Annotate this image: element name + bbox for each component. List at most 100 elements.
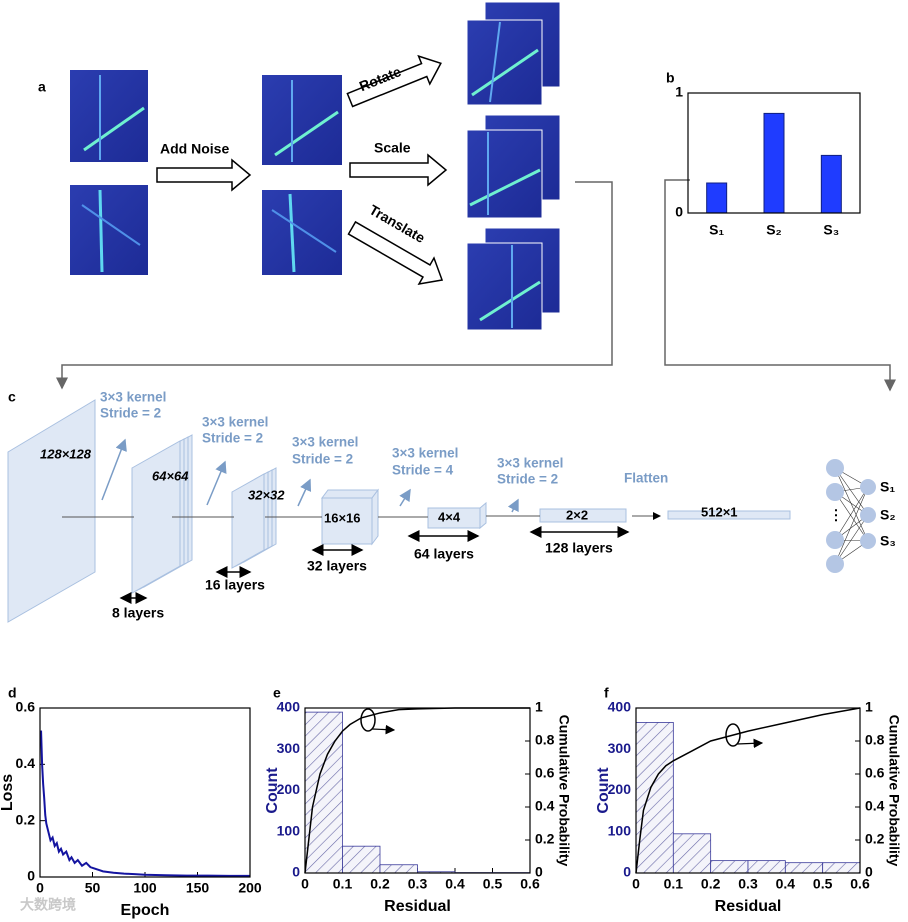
x-tick-label: 200: [238, 880, 262, 896]
bar: [763, 112, 785, 214]
plot-frame: [635, 707, 861, 874]
histogram-bar: [304, 711, 343, 874]
image: [262, 75, 342, 165]
panel-label: c: [8, 389, 16, 405]
x-tick-label: 0.5: [813, 876, 833, 892]
plot-frame: [304, 707, 531, 874]
y-tick-label: 0.2: [16, 811, 36, 827]
line: [40, 730, 250, 877]
y-tick-label: 300: [277, 740, 301, 756]
histogram-bar: [822, 862, 861, 874]
cumulative-line: [635, 707, 861, 874]
connector: [56, 181, 613, 390]
output-label: S₃: [880, 533, 896, 549]
layer-stack: [231, 467, 277, 569]
x-tick-label: 0.2: [370, 876, 390, 892]
annotation: [725, 723, 741, 747]
image-feature: [288, 193, 296, 273]
y-tick-label: 1: [675, 84, 683, 100]
output-label: S₂: [880, 507, 896, 523]
x-tick-label: 50: [85, 880, 101, 896]
stride-label: Stride = 4: [392, 463, 454, 478]
x-tick-label: 0.3: [738, 876, 758, 892]
size-label: 64×64: [152, 468, 189, 483]
plot-frame: [687, 92, 861, 214]
arrow: [346, 54, 442, 108]
kernel-arrow: [101, 438, 519, 513]
y-tick-label: 400: [277, 699, 301, 715]
y2-tick-label: 0.6: [535, 765, 555, 781]
layers-label: 128 layers: [545, 540, 613, 556]
size-label: 4×4: [438, 509, 461, 524]
layers-label: 64 layers: [414, 546, 474, 562]
y-tick-label: 0: [623, 864, 631, 880]
size-label: 512×1: [701, 504, 738, 519]
y2-tick-label: 0.4: [865, 798, 885, 814]
size-label: 32×32: [248, 487, 285, 502]
y-tick-label: 100: [277, 822, 301, 838]
plot-frame: [39, 707, 251, 878]
y-axis-label: Count: [264, 767, 281, 814]
kernel-label: 3×3 kernel: [100, 390, 166, 405]
histogram-bar: [747, 860, 786, 874]
stride-label: Stride = 2: [497, 472, 558, 487]
x-tick-label: 0.1: [333, 876, 353, 892]
y-tick-label: 300: [608, 740, 632, 756]
layers-label: 8 layers: [112, 605, 164, 621]
panel-a: a Add Noise Rotate: [38, 1, 561, 331]
x-tick-label: 150: [186, 880, 210, 896]
y-tick-label: 0: [292, 864, 300, 880]
connector: [664, 179, 896, 392]
y-tick-label: 0: [675, 204, 683, 220]
arrow: [349, 153, 448, 187]
output-label: S₁: [880, 479, 895, 495]
y-tick-label: 100: [608, 822, 632, 838]
y-tick-label: 200: [277, 781, 301, 797]
layers-label: 16 layers: [205, 577, 265, 593]
annotation-arrow: [371, 724, 396, 735]
y2-tick-label: 0.8: [535, 732, 555, 748]
layer-stack: [667, 510, 791, 520]
kernel-label: 3×3 kernel: [292, 435, 358, 450]
y2-tick-label: 0.2: [535, 831, 555, 847]
kernel-label: 3×3 kernel: [497, 456, 563, 471]
arrow: [156, 158, 252, 192]
stride-label: Stride = 2: [202, 431, 263, 446]
x-tick-label: 100: [133, 880, 157, 896]
x-tick-label: S₃: [823, 222, 839, 238]
y2-tick-label: 0.4: [535, 798, 555, 814]
image-feature: [274, 110, 339, 157]
transform-label: Scale: [374, 140, 411, 156]
layer-stack: [427, 501, 487, 530]
annotation: [360, 708, 376, 732]
panel-label: a: [38, 79, 46, 95]
image-feature: [98, 189, 104, 273]
image-feature: [271, 209, 337, 253]
y2-tick-label: 0: [865, 864, 873, 880]
y2-tick-label: 0.8: [865, 732, 885, 748]
x-tick-label: 0.6: [520, 876, 540, 892]
x-tick-label: S₁: [709, 222, 724, 238]
y2-tick-label: 0: [535, 864, 543, 880]
histogram-bar: [710, 860, 749, 874]
image: [70, 70, 148, 162]
layers-label: 32 layers: [307, 558, 367, 574]
x-tick-label: 0.3: [408, 876, 428, 892]
ellipsis: ⋮: [829, 507, 843, 523]
y2-axis-label: Cumulative Probability: [886, 715, 902, 867]
x-tick-label: 0.5: [483, 876, 503, 892]
histogram-bar: [342, 845, 381, 874]
kernel-label: 3×3 kernel: [392, 446, 458, 461]
network-nodes: [826, 459, 876, 573]
kernel-label: 3×3 kernel: [202, 415, 268, 430]
panel-label: f: [604, 685, 609, 701]
panel-label: d: [8, 685, 17, 701]
image: [70, 185, 148, 275]
layer-stack: [321, 488, 379, 546]
x-tick-label: 0: [632, 876, 640, 892]
watermark: 大数跨境: [20, 897, 76, 913]
x-tick-label: 0: [301, 876, 309, 892]
x-tick-label: S₂: [766, 222, 782, 238]
y-tick-label: 0: [27, 868, 35, 884]
